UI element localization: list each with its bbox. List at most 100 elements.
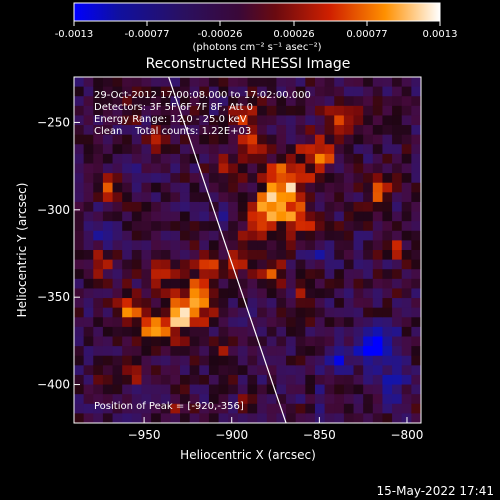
heatmap-cell bbox=[199, 346, 210, 357]
heatmap-cell bbox=[83, 221, 94, 232]
heatmap-cell bbox=[102, 278, 114, 290]
heatmap-cell bbox=[392, 307, 403, 318]
heatmap-cell bbox=[102, 163, 114, 174]
heatmap-cell bbox=[141, 298, 152, 309]
heatmap-cell bbox=[314, 182, 326, 193]
heatmap-cell bbox=[353, 144, 364, 155]
heatmap-cell bbox=[305, 125, 316, 136]
heatmap-cell bbox=[382, 240, 393, 251]
heatmap-cell bbox=[286, 278, 297, 290]
heatmap-cell bbox=[208, 250, 220, 261]
heatmap-cell bbox=[382, 250, 393, 261]
heatmap-cell bbox=[160, 221, 171, 232]
heatmap-cell bbox=[276, 413, 287, 423]
heatmap-cell bbox=[324, 346, 335, 357]
x-tick-label: −900 bbox=[215, 428, 248, 442]
heatmap-cell bbox=[180, 326, 191, 338]
heatmap-cell bbox=[324, 201, 335, 213]
heatmap-cell bbox=[228, 307, 239, 318]
heatmap-cell bbox=[382, 374, 393, 386]
heatmap-cell bbox=[218, 221, 229, 232]
heatmap-cell bbox=[218, 394, 229, 405]
heatmap-cell bbox=[411, 182, 421, 193]
heatmap-cell bbox=[160, 86, 171, 97]
heatmap-cell bbox=[247, 374, 258, 386]
heatmap-cell bbox=[363, 201, 374, 213]
heatmap-cell bbox=[286, 336, 297, 347]
heatmap-cell bbox=[314, 86, 326, 97]
heatmap-cell bbox=[411, 115, 421, 126]
heatmap-cell bbox=[208, 298, 220, 309]
heatmap-cell bbox=[83, 317, 94, 328]
heatmap-cell bbox=[314, 336, 326, 347]
heatmap-cell bbox=[122, 221, 133, 232]
heatmap-cell bbox=[343, 298, 355, 309]
heatmap-cell bbox=[208, 134, 220, 145]
heatmap-cell bbox=[218, 173, 229, 184]
heatmap-cell bbox=[131, 394, 143, 405]
heatmap-cell bbox=[83, 144, 94, 155]
heatmap-cell bbox=[314, 221, 326, 232]
colorbar-tick-label: 0.00026 bbox=[273, 29, 314, 40]
heatmap-cell bbox=[218, 153, 229, 165]
heatmap-cell bbox=[295, 192, 306, 203]
heatmap-cell bbox=[180, 403, 191, 414]
heatmap-cell bbox=[295, 105, 306, 117]
heatmap-cell bbox=[237, 326, 249, 338]
heatmap-cell bbox=[247, 153, 258, 165]
heatmap-cell bbox=[401, 278, 412, 290]
heatmap-cell bbox=[343, 201, 355, 213]
heatmap-cell bbox=[122, 96, 133, 107]
heatmap-cell bbox=[363, 105, 374, 117]
heatmap-cell bbox=[324, 374, 335, 386]
heatmap-cell bbox=[74, 125, 85, 136]
heatmap-cell bbox=[151, 192, 162, 203]
heatmap-cell bbox=[382, 173, 393, 184]
heatmap-cell bbox=[411, 269, 421, 280]
heatmap-cell bbox=[102, 221, 114, 232]
heatmap-cell bbox=[314, 374, 326, 386]
heatmap-cell bbox=[343, 269, 355, 280]
heatmap-cell bbox=[295, 269, 306, 280]
heatmap-cell bbox=[276, 182, 287, 193]
heatmap-cell bbox=[286, 230, 297, 241]
heatmap-cell bbox=[286, 250, 297, 261]
heatmap-cell bbox=[257, 317, 268, 328]
heatmap-cell bbox=[334, 346, 345, 357]
heatmap-cell bbox=[102, 259, 114, 270]
heatmap-cell bbox=[180, 259, 191, 270]
heatmap-cell bbox=[131, 125, 143, 136]
heatmap-cell bbox=[102, 336, 114, 347]
heatmap-cell bbox=[74, 259, 85, 270]
heatmap-cell bbox=[218, 336, 229, 347]
heatmap-cell bbox=[180, 96, 191, 107]
heatmap-cell bbox=[102, 240, 114, 251]
heatmap-cell bbox=[401, 355, 412, 366]
heatmap-cell bbox=[122, 374, 133, 386]
heatmap-cell bbox=[218, 365, 229, 376]
heatmap-cell bbox=[74, 394, 85, 405]
heatmap-cell bbox=[112, 125, 123, 136]
heatmap-cell bbox=[334, 250, 345, 261]
heatmap-cell bbox=[189, 173, 200, 184]
heatmap-cell bbox=[151, 403, 162, 414]
heatmap-cell bbox=[199, 259, 210, 270]
heatmap-cell bbox=[131, 317, 143, 328]
heatmap-cell bbox=[170, 317, 181, 328]
heatmap-cell bbox=[247, 394, 258, 405]
heatmap-cell bbox=[411, 307, 421, 318]
heatmap-cell bbox=[411, 230, 421, 241]
heatmap-cell bbox=[372, 288, 384, 299]
heatmap-cell bbox=[102, 384, 114, 395]
heatmap-cell bbox=[112, 240, 123, 251]
heatmap-cell bbox=[247, 355, 258, 366]
heatmap-cell bbox=[208, 317, 220, 328]
heatmap-cell bbox=[218, 134, 229, 145]
heatmap-cell bbox=[237, 384, 249, 395]
heatmap-cell bbox=[343, 192, 355, 203]
heatmap-cell bbox=[199, 355, 210, 366]
heatmap-cell bbox=[382, 336, 393, 347]
heatmap-cell bbox=[314, 298, 326, 309]
heatmap-cell bbox=[160, 144, 171, 155]
heatmap-cell bbox=[411, 192, 421, 203]
